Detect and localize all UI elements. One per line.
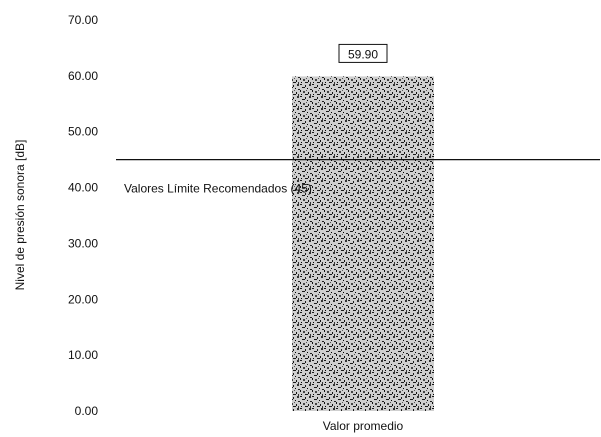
data-label-box xyxy=(338,43,388,63)
data-label: 59.90 xyxy=(348,47,378,61)
y-tick-label: 40.00 xyxy=(68,181,98,195)
bar xyxy=(292,76,434,411)
bars: 59.90 xyxy=(292,43,434,411)
y-tick-label: 70.00 xyxy=(68,13,98,27)
y-tick-label: 20.00 xyxy=(68,292,98,306)
y-tick-label: 60.00 xyxy=(68,69,98,83)
y-tick-label: 50.00 xyxy=(68,125,98,139)
y-axis-label: Nivel de presión sonora [dB] xyxy=(13,140,27,291)
y-tick-label: 0.00 xyxy=(75,404,99,418)
y-tick-label: 30.00 xyxy=(68,236,98,250)
y-axis-ticks: 0.00 10.00 20.00 30.00 40.00 50.00 60.00 70.00 xyxy=(68,13,98,418)
reference-line-label: Valores Límite Recomendados (45) xyxy=(124,182,312,196)
x-axis-categories: Valor promedio xyxy=(323,419,404,433)
reference-line-group: Valores Límite Recomendados (45) xyxy=(116,159,600,196)
y-tick-label: 10.00 xyxy=(68,348,98,362)
x-category-label: Valor promedio xyxy=(323,419,404,433)
